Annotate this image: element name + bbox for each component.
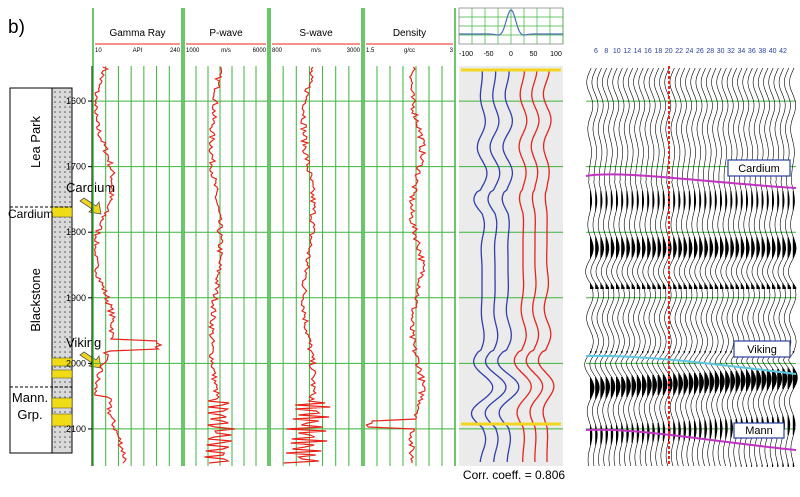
log-min: 1.5 <box>366 48 375 54</box>
depth-tick-label: 2000 <box>66 358 86 368</box>
formation-lea-park: Lea Park <box>28 115 43 168</box>
trace-tick-label: 20 <box>665 48 673 55</box>
log-min: 10 <box>95 48 102 54</box>
trace-tick-label: 16 <box>644 48 652 55</box>
log-title: P-wave <box>209 28 243 39</box>
wavelet-tick-label: 100 <box>550 51 562 58</box>
log-min: 800 <box>272 48 283 54</box>
horizon-label: Viking <box>747 344 777 356</box>
cardium-arrow: Cardium <box>66 180 115 215</box>
log-track-3: S-wave 800 m/s 3000 <box>269 8 363 466</box>
depth-tick-label: 1700 <box>66 162 86 172</box>
trace-tick-label: 6 <box>594 48 598 55</box>
log-min: 1000 <box>186 48 200 54</box>
trace-tick-label: 26 <box>696 48 704 55</box>
depth-axis: 1600 1700 1800 1900 2000 2100 <box>66 66 93 466</box>
seismic-panel: 6 8 10 12 14 16 18 20 22 24 26 28 30 32 34 36 38 40 42 Card… <box>584 48 798 467</box>
depth-tick-label: 1800 <box>66 227 86 237</box>
log-curve <box>204 66 235 464</box>
wavelet-curve <box>459 9 563 36</box>
cardium-formation-label: Cardium <box>8 207 53 221</box>
horizon-viking <box>585 354 797 375</box>
log-curve <box>283 66 331 464</box>
log-track-1: Gamma Ray 10 API 240 <box>92 8 183 466</box>
svg-text:Cardium: Cardium <box>66 180 115 195</box>
formation-blackstone: Blackstone <box>28 268 43 332</box>
trace-tick-label: 34 <box>738 48 746 55</box>
trace-tick-label: 18 <box>654 48 662 55</box>
log-title: Density <box>393 28 426 39</box>
log-track-2: P-wave 1000 m/s 6000 <box>183 8 269 466</box>
trace-tick-label: 42 <box>779 48 787 55</box>
log-curve <box>365 66 427 464</box>
horizon-label-box <box>727 159 791 177</box>
arrow-icon <box>79 197 102 215</box>
trace-tick-label: 40 <box>769 48 777 55</box>
trace-tick-label: 28 <box>706 48 714 55</box>
wavelet-panel: -100 -50 0 50 100 <box>458 7 564 58</box>
trace-tick-label: 38 <box>758 48 766 55</box>
horizon-label-box <box>733 422 785 439</box>
wavelet-tick-label: -100 <box>459 51 473 58</box>
arrow-icon <box>79 351 102 369</box>
synthetic-panel <box>459 66 563 466</box>
horizon-label: Cardium <box>738 163 780 175</box>
log-max: 240 <box>170 48 181 54</box>
wavelet-tick-label: 50 <box>530 51 538 58</box>
log-title: Gamma Ray <box>109 28 165 39</box>
horizon-label: Mann <box>745 425 773 437</box>
horizon-cardium <box>585 173 797 189</box>
log-max: 3000 <box>347 48 361 54</box>
corr-coeff-label: Corr. coeff. = 0.806 <box>463 468 566 482</box>
trace-tick-label: 36 <box>748 48 756 55</box>
trace-tick-label: 24 <box>686 48 694 55</box>
depth-tick-label: 1600 <box>66 96 86 106</box>
trace-tick-label: 22 <box>675 48 683 55</box>
log-curve <box>93 66 163 464</box>
depth-tick-label: 2100 <box>66 424 86 434</box>
trace-tick-label: 10 <box>613 48 621 55</box>
log-max: 6000 <box>253 48 267 54</box>
log-max: 3 <box>450 48 454 54</box>
formation-mannville: Mann. Grp. <box>12 390 48 422</box>
panel-label: b) <box>8 17 25 38</box>
trace-tick-label: 30 <box>717 48 725 55</box>
trace-tick-label: 8 <box>604 48 608 55</box>
wavelet-tick-label: -50 <box>483 51 493 58</box>
trace-tick-label: 32 <box>727 48 735 55</box>
log-unit: m/s <box>221 48 231 54</box>
wavelet-tick-label: 0 <box>509 51 513 58</box>
strat-column: Lea Park Blackstone Mann. Grp. Cardium <box>8 87 73 454</box>
depth-tick-label: 1900 <box>66 293 86 303</box>
svg-text:Viking: Viking <box>66 335 101 350</box>
log-unit: g/cc <box>404 48 415 54</box>
horizon-mann <box>585 428 797 451</box>
horizon-label-box <box>733 340 791 358</box>
log-unit: API <box>133 48 143 54</box>
log-unit: m/s <box>311 48 321 54</box>
log-title: S-wave <box>299 28 333 39</box>
trace-tick-label: 12 <box>623 48 631 55</box>
log-track-4: Density 1.5 g/cc 3 <box>363 8 456 466</box>
trace-tick-label: 14 <box>634 48 642 55</box>
